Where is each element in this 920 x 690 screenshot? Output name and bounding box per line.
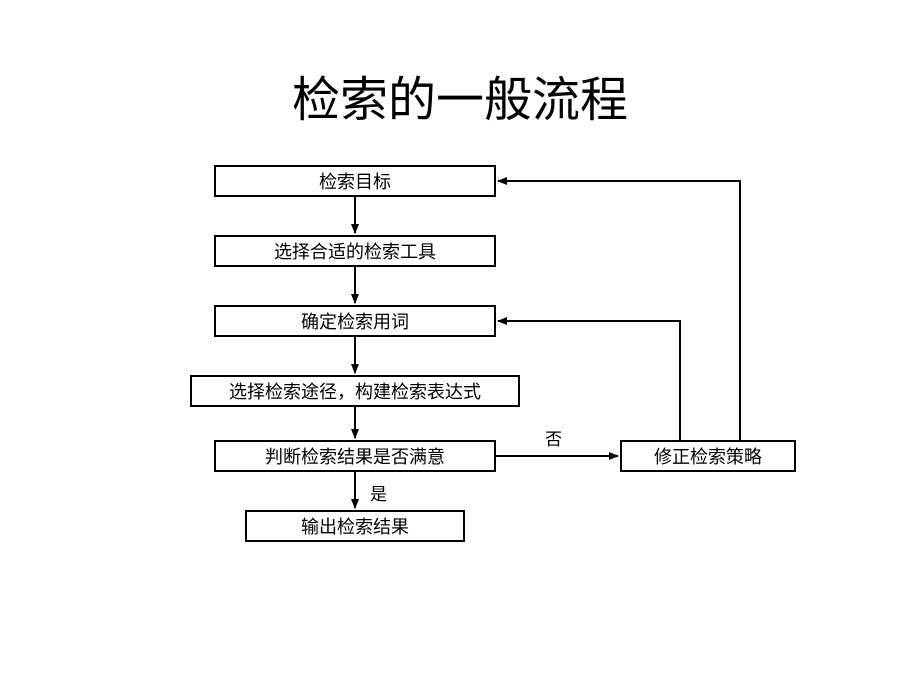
edge-arrow — [498, 181, 740, 440]
edge-arrow — [498, 321, 680, 440]
flow-edges — [0, 0, 920, 690]
